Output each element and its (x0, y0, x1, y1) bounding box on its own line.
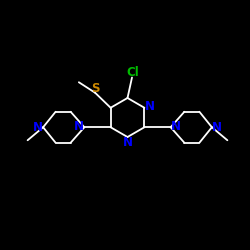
Text: N: N (33, 121, 43, 134)
Text: N: N (122, 136, 132, 149)
Text: S: S (91, 82, 99, 95)
Text: Cl: Cl (127, 66, 140, 80)
Text: N: N (74, 120, 84, 132)
Text: N: N (171, 120, 181, 132)
Text: N: N (212, 121, 222, 134)
Text: N: N (145, 100, 155, 113)
